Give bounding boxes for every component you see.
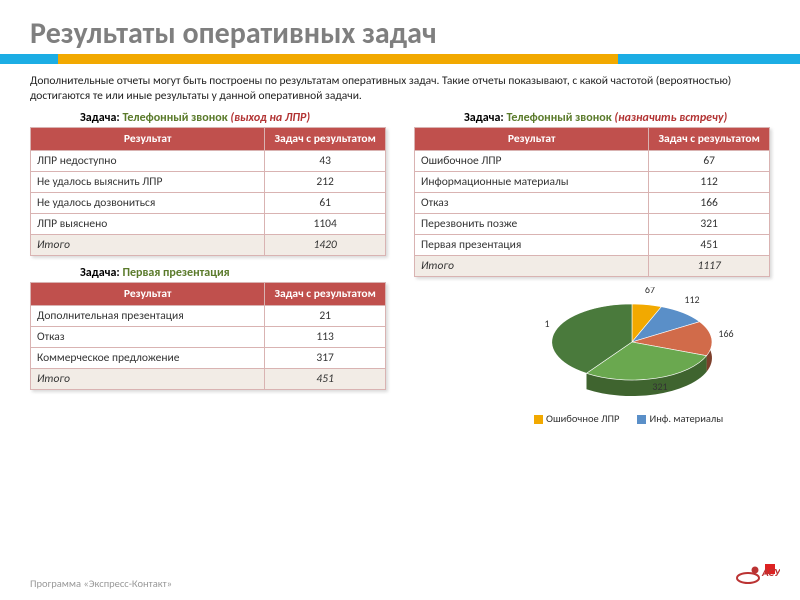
bar-segment-teal2 — [618, 54, 800, 64]
table-row: Дополнительная презентация21 — [31, 305, 386, 326]
table-row: Отказ166 — [415, 192, 770, 213]
legend-item: Инф. материалы — [637, 412, 723, 425]
pie-label: 112 — [684, 293, 699, 306]
accent-bar — [0, 54, 800, 64]
pie-chart: 67 112 166 321 451 — [544, 287, 774, 417]
table2: РезультатЗадач с результатомДополнительн… — [30, 282, 386, 390]
th-count: Задач с результатом — [265, 127, 386, 150]
pie-chart-area: 67 112 166 321 451 Ошибочное ЛПР Инф. материа… — [414, 287, 770, 447]
table-total: Итого451 — [31, 368, 386, 389]
th-count: Задач с результатом — [649, 127, 770, 150]
task1-label: Задача: Телефонный звонок (выход на ЛПР) — [80, 111, 386, 125]
table-row: ЛПР выяснено1104 — [31, 213, 386, 234]
task3-label: Задача: Телефонный звонок (назначить вст… — [464, 111, 770, 125]
pie-legend: Ошибочное ЛПР Инф. материалы — [534, 412, 723, 425]
svg-text:АСУ: АСУ — [761, 566, 780, 579]
table-total: Итого1420 — [31, 234, 386, 255]
task2-label: Задача: Первая презентация — [80, 266, 386, 280]
footer-text: Программа «Экспресс-Контакт» — [30, 577, 172, 590]
th-result: Результат — [31, 127, 265, 150]
table-row: Отказ113 — [31, 326, 386, 347]
legend-item: Ошибочное ЛПР — [534, 412, 619, 425]
th-count: Задач с результатом — [265, 282, 386, 305]
table-row: Информационные материалы112 — [415, 171, 770, 192]
th-result: Результат — [415, 127, 649, 150]
pie-label: 451 — [544, 317, 550, 330]
intro-text: Дополнительные отчеты могут быть построе… — [0, 64, 800, 109]
pie-label: 67 — [645, 287, 655, 296]
table3: РезультатЗадач с результатомОшибочное ЛП… — [414, 127, 770, 277]
pie-label: 321 — [652, 380, 667, 393]
bar-segment-teal1 — [0, 54, 58, 64]
pie-label: 166 — [718, 327, 733, 340]
table-row: Перезвонить позже321 — [415, 213, 770, 234]
table-row: ЛПР недоступно43 — [31, 150, 386, 171]
table-row: Ошибочное ЛПР67 — [415, 150, 770, 171]
logo: АСУ — [734, 560, 780, 592]
left-column: Задача: Телефонный звонок (выход на ЛПР)… — [30, 109, 386, 447]
table-row: Первая презентация451 — [415, 234, 770, 255]
table-row: Не удалось дозвониться61 — [31, 192, 386, 213]
table-row: Коммерческое предложение317 — [31, 347, 386, 368]
table1: РезультатЗадач с результатомЛПР недоступ… — [30, 127, 386, 256]
page-title: Результаты оперативных задач — [0, 0, 520, 54]
table-row: Не удалось выяснить ЛПР212 — [31, 171, 386, 192]
th-result: Результат — [31, 282, 265, 305]
bar-segment-orange — [58, 54, 618, 64]
table-total: Итого1117 — [415, 255, 770, 276]
right-column: Задача: Телефонный звонок (назначить вст… — [414, 109, 770, 447]
